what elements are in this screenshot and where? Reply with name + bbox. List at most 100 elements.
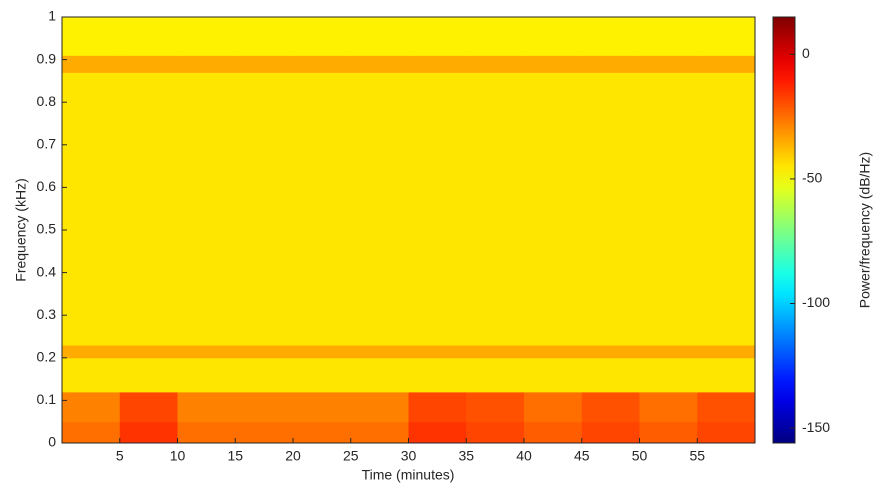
x-tick-label: 55 <box>689 448 705 464</box>
heatmap-cell <box>293 55 352 73</box>
y-tick-label: 0 <box>48 434 56 450</box>
heatmap-cell <box>639 345 698 359</box>
heatmap-cell <box>581 55 640 73</box>
colorbar-tick-label: -50 <box>802 170 822 186</box>
heatmap-cell <box>177 17 236 56</box>
y-tick-label: 1 <box>48 8 56 24</box>
heatmap-cell <box>350 357 409 393</box>
heatmap-cell <box>639 55 698 73</box>
x-tick-label: 50 <box>632 448 648 464</box>
y-tick-label: 0.2 <box>37 349 57 365</box>
heatmap-cell <box>177 357 236 393</box>
heatmap-cell <box>466 72 525 346</box>
heatmap-cell <box>62 55 121 73</box>
heatmap-cell <box>62 421 121 444</box>
heatmap-cell <box>177 55 236 73</box>
heatmap-cell <box>119 357 178 393</box>
heatmap-cell <box>235 357 294 393</box>
heatmap-cell <box>524 55 583 73</box>
x-tick-label: 30 <box>401 448 417 464</box>
heatmap-cell <box>350 345 409 359</box>
heatmap-cell <box>177 345 236 359</box>
heatmap-cell <box>408 357 467 393</box>
heatmap-cell <box>581 72 640 346</box>
heatmap-cell <box>62 345 121 359</box>
heatmap-cell <box>639 421 698 444</box>
colorbar-tick-label: 0 <box>802 45 810 61</box>
heatmap-cell <box>697 55 756 73</box>
heatmap-cell <box>524 421 583 444</box>
heatmap-cell <box>177 421 236 444</box>
heatmap-cell <box>119 421 178 444</box>
heatmap-cell <box>639 391 698 423</box>
heatmap-cell <box>581 421 640 444</box>
heatmap-cell <box>408 17 467 56</box>
heatmap-cell <box>697 17 756 56</box>
heatmap-cell <box>350 17 409 56</box>
heatmap-cell <box>62 17 121 56</box>
y-tick-label: 0.6 <box>37 178 57 194</box>
heatmap-cell <box>639 357 698 393</box>
heatmap-cell <box>697 357 756 393</box>
heatmap-cell <box>524 72 583 346</box>
x-tick-label: 20 <box>285 448 301 464</box>
heatmap-cell <box>524 345 583 359</box>
x-axis-label: Time (minutes) <box>362 467 455 483</box>
heatmap-cell <box>524 391 583 423</box>
heatmap-cell <box>235 17 294 56</box>
heatmap-cell <box>293 345 352 359</box>
heatmap-cell <box>119 345 178 359</box>
y-tick-label: 0.1 <box>37 391 57 407</box>
heatmap-cell <box>408 55 467 73</box>
heatmap-cell <box>293 421 352 444</box>
y-tick-label: 0.7 <box>37 136 57 152</box>
heatmap-cell <box>408 345 467 359</box>
heatmap-cell <box>697 345 756 359</box>
heatmap-cell <box>235 345 294 359</box>
heatmap-cell <box>697 72 756 346</box>
heatmap-cell <box>524 17 583 56</box>
heatmap-cell <box>697 421 756 444</box>
heatmap-cell <box>350 55 409 73</box>
y-tick-label: 0.8 <box>37 93 57 109</box>
heatmap-cell <box>408 72 467 346</box>
x-tick-label: 15 <box>227 448 243 464</box>
heatmap-cell <box>293 357 352 393</box>
heatmap-cell <box>62 357 121 393</box>
x-tick-label: 10 <box>170 448 186 464</box>
heatmap-cell <box>293 72 352 346</box>
heatmap-cell <box>466 357 525 393</box>
heatmap <box>62 17 756 444</box>
heatmap-cell <box>350 391 409 423</box>
heatmap-cell <box>119 72 178 346</box>
heatmap-cell <box>581 345 640 359</box>
heatmap-cell <box>466 391 525 423</box>
x-tick-label: 45 <box>574 448 590 464</box>
heatmap-cell <box>235 72 294 346</box>
y-axis-label: Frequency (kHz) <box>13 178 29 281</box>
heatmap-cell <box>119 391 178 423</box>
heatmap-cell <box>408 421 467 444</box>
heatmap-cell <box>293 17 352 56</box>
heatmap-cell <box>408 391 467 423</box>
x-tick-label: 40 <box>516 448 532 464</box>
heatmap-cell <box>235 391 294 423</box>
heatmap-cell <box>119 17 178 56</box>
heatmap-cell <box>350 72 409 346</box>
heatmap-cell <box>639 72 698 346</box>
x-tick-label: 35 <box>458 448 474 464</box>
colorbar-tick-label: -150 <box>802 419 830 435</box>
heatmap-cell <box>177 391 236 423</box>
heatmap-cell <box>697 391 756 423</box>
heatmap-cell <box>235 421 294 444</box>
heatmap-cell <box>62 391 121 423</box>
heatmap-cell <box>581 17 640 56</box>
y-tick-label: 0.3 <box>37 306 57 322</box>
colorbar-tick-label: -100 <box>802 294 830 310</box>
y-tick-label: 0.5 <box>37 221 57 237</box>
heatmap-cell <box>466 421 525 444</box>
x-tick-label: 25 <box>343 448 359 464</box>
heatmap-cell <box>466 17 525 56</box>
heatmap-cell <box>524 357 583 393</box>
